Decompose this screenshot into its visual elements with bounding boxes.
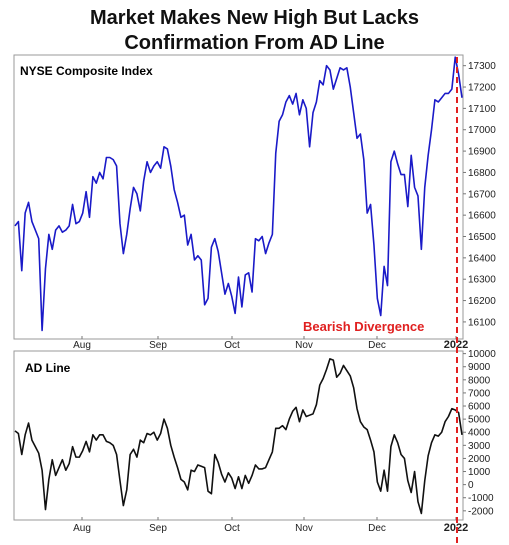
- nyse-ytick-label: 16700: [468, 189, 496, 200]
- ad-line-series-label: AD Line: [25, 361, 71, 375]
- nyse-ytick-label: 17100: [468, 104, 496, 115]
- nyse-series-label: NYSE Composite Index: [20, 64, 153, 78]
- nyse-ytick-label: 16500: [468, 232, 496, 243]
- ad-ytick-label: 9000: [468, 362, 491, 373]
- chart-title-line-1: Market Makes New High But Lacks: [90, 7, 419, 29]
- nyse-xtick-label: Oct: [224, 340, 240, 351]
- nyse-ytick-label: 16300: [468, 275, 496, 286]
- nyse-ytick-label: 16400: [468, 253, 496, 264]
- ad-ytick-label: 3000: [468, 441, 491, 452]
- ad-ytick-label: 6000: [468, 402, 491, 413]
- ad-line-panel-frame: [13, 350, 464, 521]
- nyse-panel-frame: [13, 54, 464, 340]
- ad-ytick-label: -1000: [468, 493, 494, 504]
- ad-ytick-label: -2000: [468, 506, 494, 517]
- ad-xtick-label: Oct: [224, 523, 240, 534]
- bearish-divergence-annotation: Bearish Divergence: [303, 319, 424, 334]
- ad-xtick-label: Dec: [368, 523, 386, 534]
- ad-xtick-label: Sep: [149, 523, 167, 534]
- nyse-xtick-label: 2022: [444, 339, 468, 351]
- nyse-xtick-label: Nov: [295, 340, 313, 351]
- nyse-ytick-label: 16800: [468, 168, 496, 179]
- ad-xtick-label: Nov: [295, 523, 313, 534]
- nyse-ytick-label: 16900: [468, 147, 496, 158]
- nyse-xtick-label: Sep: [149, 340, 167, 351]
- ad-line-panel: AD Line -2000 -1000 0 1000 2000 3000 4000 5000 6…: [13, 349, 496, 534]
- nyse-ytick-label: 16100: [468, 317, 496, 328]
- nyse-ytick-label: 17000: [468, 125, 496, 136]
- ad-ytick-label: 10000: [468, 349, 496, 360]
- nyse-series-line: [14, 56, 463, 332]
- ad-ytick-label: 1000: [468, 467, 491, 478]
- nyse-xtick-label: Dec: [368, 340, 386, 351]
- ad-ytick-label: 4000: [468, 428, 491, 439]
- nyse-xtick-label: Aug: [73, 340, 91, 351]
- nyse-ytick-label: 17300: [468, 61, 496, 72]
- chart-title-line-2: Confirmation From AD Line: [124, 32, 385, 54]
- ad-ytick-label: 0: [468, 480, 474, 491]
- nyse-ytick-label: 16600: [468, 211, 496, 222]
- ad-ytick-label: 2000: [468, 454, 491, 465]
- ad-series-line: [14, 358, 463, 515]
- nyse-ytick-label: 16200: [468, 296, 496, 307]
- nyse-ytick-label: 17200: [468, 83, 496, 94]
- ad-ytick-label: 5000: [468, 415, 491, 426]
- nyse-panel: NYSE Composite Index Bearish Divergence …: [13, 54, 496, 351]
- ad-xtick-label: Aug: [73, 523, 91, 534]
- ad-ytick-label: 7000: [468, 388, 491, 399]
- ad-ytick-label: 8000: [468, 375, 491, 386]
